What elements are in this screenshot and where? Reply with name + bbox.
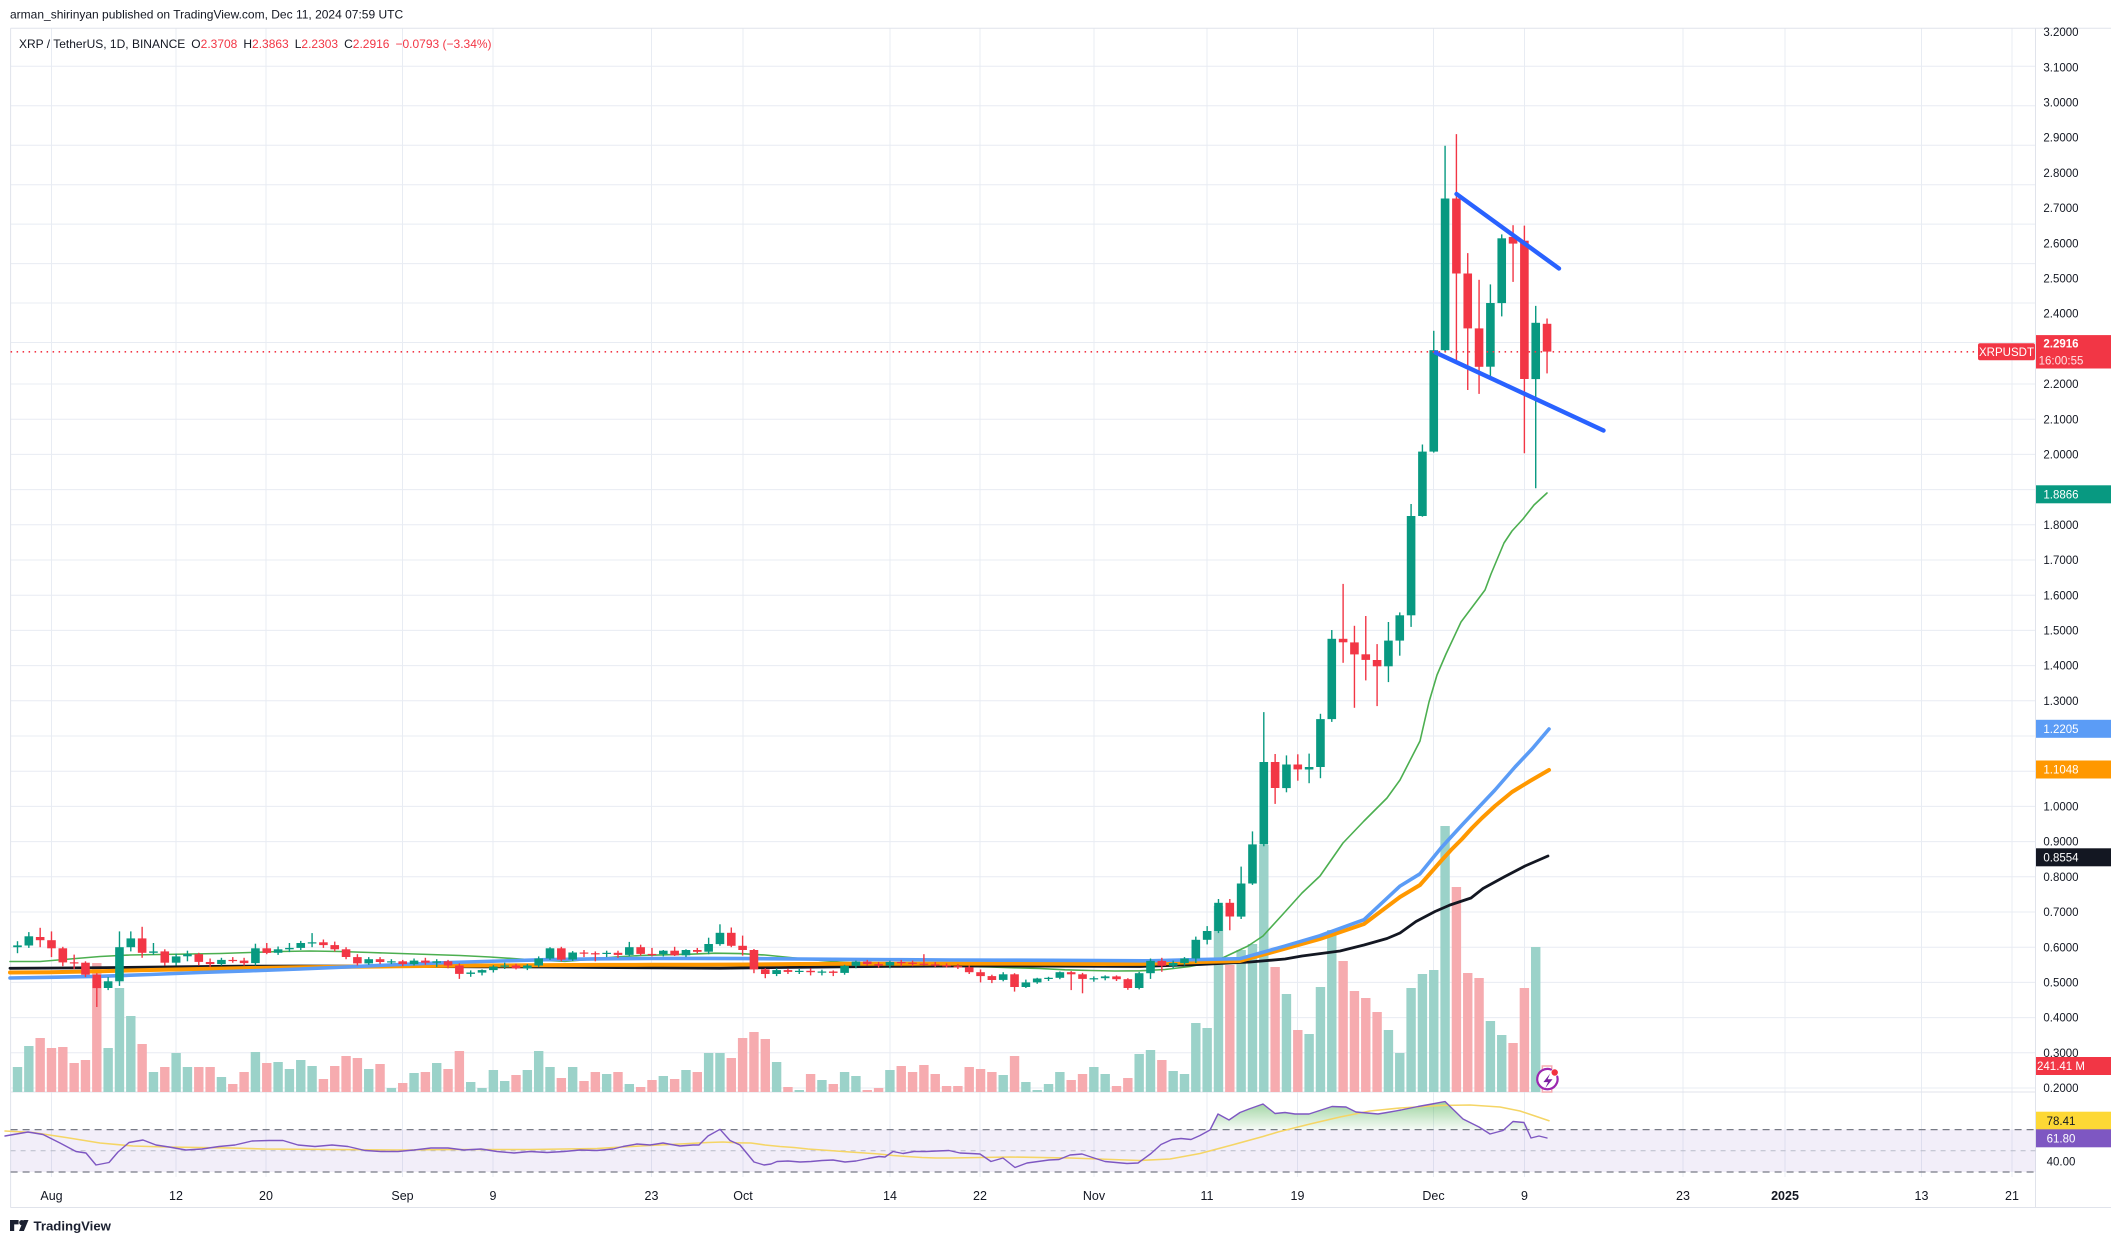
svg-text:2.8000: 2.8000 [2043,168,2078,180]
svg-text:3.0000: 3.0000 [2043,98,2078,110]
svg-text:1.3000: 1.3000 [2043,696,2078,708]
svg-text:2.9000: 2.9000 [2043,133,2078,145]
svg-text:0.4000: 0.4000 [2043,1013,2078,1025]
svg-text:2.0000: 2.0000 [2043,450,2078,462]
svg-text:0.2000: 0.2000 [2043,1083,2078,1095]
svg-text:12: 12 [169,1189,183,1203]
svg-text:2025: 2025 [1771,1189,1799,1203]
svg-text:Sep: Sep [391,1189,413,1203]
svg-text:0.3000: 0.3000 [2043,1048,2078,1060]
svg-text:13: 13 [1915,1189,1929,1203]
svg-text:0.8554: 0.8554 [2043,852,2079,864]
svg-text:20: 20 [259,1189,273,1203]
svg-text:23: 23 [645,1189,659,1203]
svg-text:16:00:55: 16:00:55 [2039,355,2084,367]
svg-text:2.2000: 2.2000 [2043,379,2078,391]
svg-text:0.8000: 0.8000 [2043,872,2078,884]
svg-text:1.0000: 1.0000 [2043,802,2078,814]
svg-text:1.8000: 1.8000 [2043,520,2078,532]
svg-text:1.5000: 1.5000 [2043,626,2078,638]
svg-text:2.1000: 2.1000 [2043,414,2078,426]
svg-text:22: 22 [973,1189,987,1203]
svg-text:1.8866: 1.8866 [2043,489,2078,501]
svg-text:2.5000: 2.5000 [2043,274,2078,286]
svg-text:2.7000: 2.7000 [2043,203,2078,215]
svg-text:arman_shirinyan published on T: arman_shirinyan published on TradingView… [10,8,403,22]
svg-text:XRPUSDT: XRPUSDT [1979,347,2034,359]
svg-text:1.4000: 1.4000 [2043,661,2078,673]
svg-text:1.1048: 1.1048 [2043,765,2078,777]
svg-text:21: 21 [2005,1189,2019,1203]
svg-text:0.7000: 0.7000 [2043,907,2078,919]
svg-text:78.41: 78.41 [2047,1116,2076,1128]
svg-text:2.2916: 2.2916 [2043,339,2078,351]
svg-text:19: 19 [1291,1189,1305,1203]
svg-text:9: 9 [490,1189,497,1203]
svg-text:2.6000: 2.6000 [2043,238,2078,250]
svg-text:XRP / TetherUS, 1D, BINANCE O2: XRP / TetherUS, 1D, BINANCE O2.3708 H2.3… [19,37,492,51]
svg-text:241.41 M: 241.41 M [2037,1061,2085,1073]
svg-text:11: 11 [1201,1189,1214,1203]
svg-text:0.9000: 0.9000 [2043,837,2078,849]
svg-text:0.6000: 0.6000 [2043,942,2078,954]
svg-text:TradingView: TradingView [34,1219,112,1234]
svg-text:Oct: Oct [733,1189,753,1203]
svg-text:Nov: Nov [1083,1189,1106,1203]
svg-text:1.2205: 1.2205 [2043,724,2078,736]
svg-text:Dec: Dec [1422,1189,1444,1203]
svg-text:14: 14 [883,1189,897,1203]
svg-text:9: 9 [1521,1189,1528,1203]
svg-text:1.7000: 1.7000 [2043,555,2078,567]
svg-text:3.2000: 3.2000 [2043,27,2078,39]
svg-text:3.1000: 3.1000 [2043,62,2078,74]
svg-text:2.4000: 2.4000 [2043,309,2078,321]
svg-text:61.80: 61.80 [2047,1133,2076,1145]
svg-text:23: 23 [1676,1189,1690,1203]
svg-text:0.5000: 0.5000 [2043,978,2078,990]
svg-text:40.00: 40.00 [2047,1157,2076,1169]
svg-text:Aug: Aug [40,1189,62,1203]
svg-text:1.6000: 1.6000 [2043,590,2078,602]
